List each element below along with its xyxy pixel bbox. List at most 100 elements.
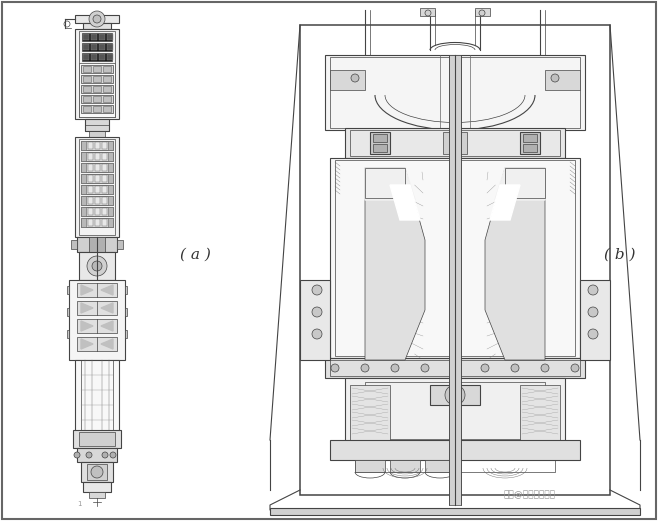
Bar: [88, 142, 93, 149]
Circle shape: [481, 364, 489, 372]
Bar: [102, 153, 107, 160]
Circle shape: [93, 15, 101, 23]
Bar: [102, 164, 107, 171]
Polygon shape: [495, 168, 545, 200]
Bar: [93, 66, 101, 72]
Bar: [85, 119, 109, 131]
Bar: [77, 301, 117, 315]
Bar: [91, 54, 97, 60]
Bar: [75, 29, 119, 119]
Bar: [103, 86, 111, 92]
Bar: [425, 460, 455, 472]
Bar: [102, 219, 107, 226]
Circle shape: [511, 364, 519, 372]
Bar: [390, 460, 420, 472]
Bar: [95, 208, 100, 215]
Bar: [365, 382, 545, 439]
Bar: [325, 358, 585, 378]
Polygon shape: [81, 285, 93, 295]
Bar: [77, 448, 117, 462]
Bar: [520, 132, 540, 154]
Circle shape: [425, 10, 431, 16]
Bar: [443, 132, 467, 154]
Bar: [81, 141, 86, 150]
Circle shape: [312, 307, 322, 317]
Circle shape: [479, 10, 485, 16]
Bar: [81, 185, 113, 194]
Polygon shape: [390, 185, 420, 220]
Bar: [81, 85, 113, 93]
Bar: [67, 286, 69, 294]
Polygon shape: [101, 339, 113, 349]
Circle shape: [588, 329, 598, 339]
Bar: [75, 15, 119, 23]
Bar: [88, 208, 93, 215]
Circle shape: [391, 364, 399, 372]
Bar: [67, 330, 69, 338]
Bar: [355, 460, 555, 472]
Bar: [93, 76, 101, 82]
Circle shape: [588, 285, 598, 295]
Bar: [95, 175, 100, 182]
Bar: [88, 175, 93, 182]
Bar: [79, 139, 115, 235]
Circle shape: [312, 329, 322, 339]
Bar: [81, 196, 86, 205]
Bar: [83, 23, 111, 29]
Circle shape: [351, 74, 359, 82]
Bar: [345, 378, 565, 443]
Bar: [83, 44, 89, 50]
Bar: [420, 8, 435, 16]
Circle shape: [102, 452, 108, 458]
Bar: [107, 54, 113, 60]
Circle shape: [445, 385, 465, 405]
Bar: [83, 76, 91, 82]
Text: 1: 1: [77, 501, 81, 507]
Bar: [81, 95, 113, 103]
Bar: [107, 34, 113, 40]
Bar: [102, 175, 107, 182]
Polygon shape: [101, 303, 113, 313]
Bar: [325, 55, 585, 130]
Bar: [103, 66, 111, 72]
Bar: [125, 330, 127, 338]
Bar: [102, 186, 107, 193]
Bar: [69, 280, 125, 360]
Bar: [95, 142, 100, 149]
Polygon shape: [81, 321, 93, 331]
Bar: [108, 218, 113, 227]
Text: 知乎@图解电气图纸: 知乎@图解电气图纸: [504, 490, 556, 500]
Bar: [95, 186, 100, 193]
Bar: [83, 96, 91, 102]
Circle shape: [571, 364, 579, 372]
Bar: [77, 283, 117, 297]
Bar: [95, 197, 100, 204]
Polygon shape: [365, 168, 415, 200]
Bar: [81, 105, 113, 113]
Circle shape: [421, 364, 429, 372]
Polygon shape: [81, 303, 93, 313]
Circle shape: [91, 466, 103, 478]
Bar: [335, 160, 575, 356]
Bar: [125, 286, 127, 294]
Bar: [449, 55, 461, 505]
Circle shape: [450, 390, 460, 400]
Circle shape: [74, 452, 80, 458]
Bar: [300, 25, 610, 495]
Bar: [82, 43, 112, 51]
Bar: [103, 96, 111, 102]
Text: ( a ): ( a ): [180, 248, 211, 262]
Bar: [330, 360, 580, 376]
Bar: [81, 218, 113, 227]
Polygon shape: [365, 168, 425, 360]
Circle shape: [451, 364, 459, 372]
Bar: [87, 464, 107, 480]
Bar: [81, 360, 113, 432]
Bar: [102, 142, 107, 149]
Bar: [523, 134, 537, 142]
Bar: [103, 106, 111, 112]
Bar: [330, 57, 580, 128]
Polygon shape: [490, 185, 520, 220]
Bar: [102, 208, 107, 215]
Bar: [580, 280, 610, 360]
